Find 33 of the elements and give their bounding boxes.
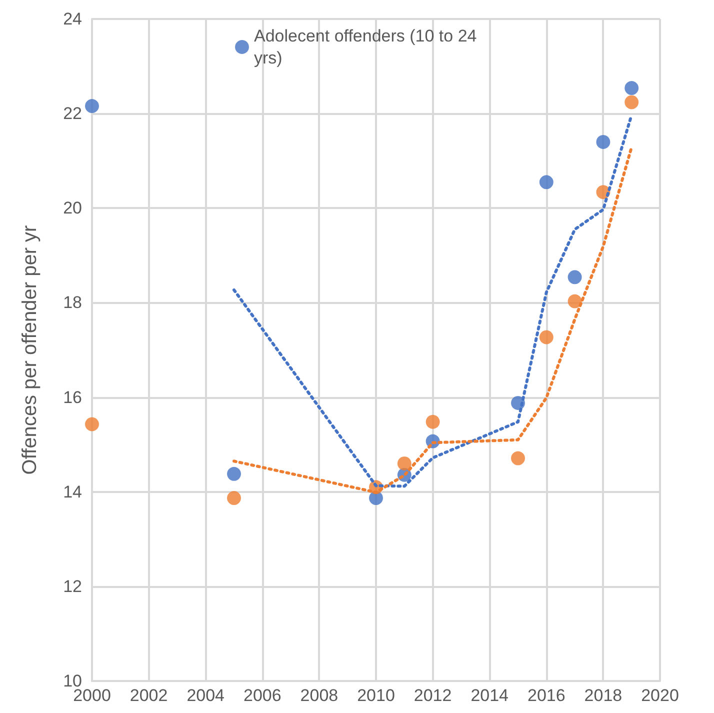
y-tick-label: 12 <box>63 576 82 596</box>
x-tick-label: 2008 <box>300 686 338 705</box>
point <box>539 175 554 190</box>
x-tick-label: 2016 <box>527 686 566 705</box>
point <box>539 330 554 344</box>
y-tick-label: 18 <box>63 293 82 312</box>
point <box>85 417 99 432</box>
point <box>624 81 639 96</box>
y-tick-label: 20 <box>63 198 82 218</box>
point <box>568 270 582 284</box>
y-tick-label: 16 <box>63 388 82 407</box>
point <box>511 451 525 466</box>
point <box>397 456 412 470</box>
legend-label: Adolecent offenders (10 to 24 yrs) <box>254 26 482 68</box>
y-tick-label: 22 <box>63 104 82 124</box>
y-tick-label: 14 <box>63 482 82 502</box>
x-tick-label: 2006 <box>243 686 282 705</box>
point <box>624 95 639 110</box>
x-tick-label: 2020 <box>641 686 679 705</box>
y-axis-title: Offences per offender per yr <box>19 224 41 475</box>
point <box>227 466 241 481</box>
point <box>85 99 99 113</box>
point <box>596 134 610 149</box>
x-tick-label: 2010 <box>357 686 395 705</box>
point <box>568 294 582 308</box>
point <box>227 491 241 505</box>
x-tick-label: 2012 <box>414 686 452 705</box>
x-tick-label: 2014 <box>470 686 509 705</box>
x-tick-label: 2018 <box>584 686 622 705</box>
point <box>426 414 440 429</box>
x-tick-label: 2002 <box>130 686 168 705</box>
y-tick-label: 24 <box>63 10 82 28</box>
x-tick-label: 2004 <box>186 686 225 705</box>
